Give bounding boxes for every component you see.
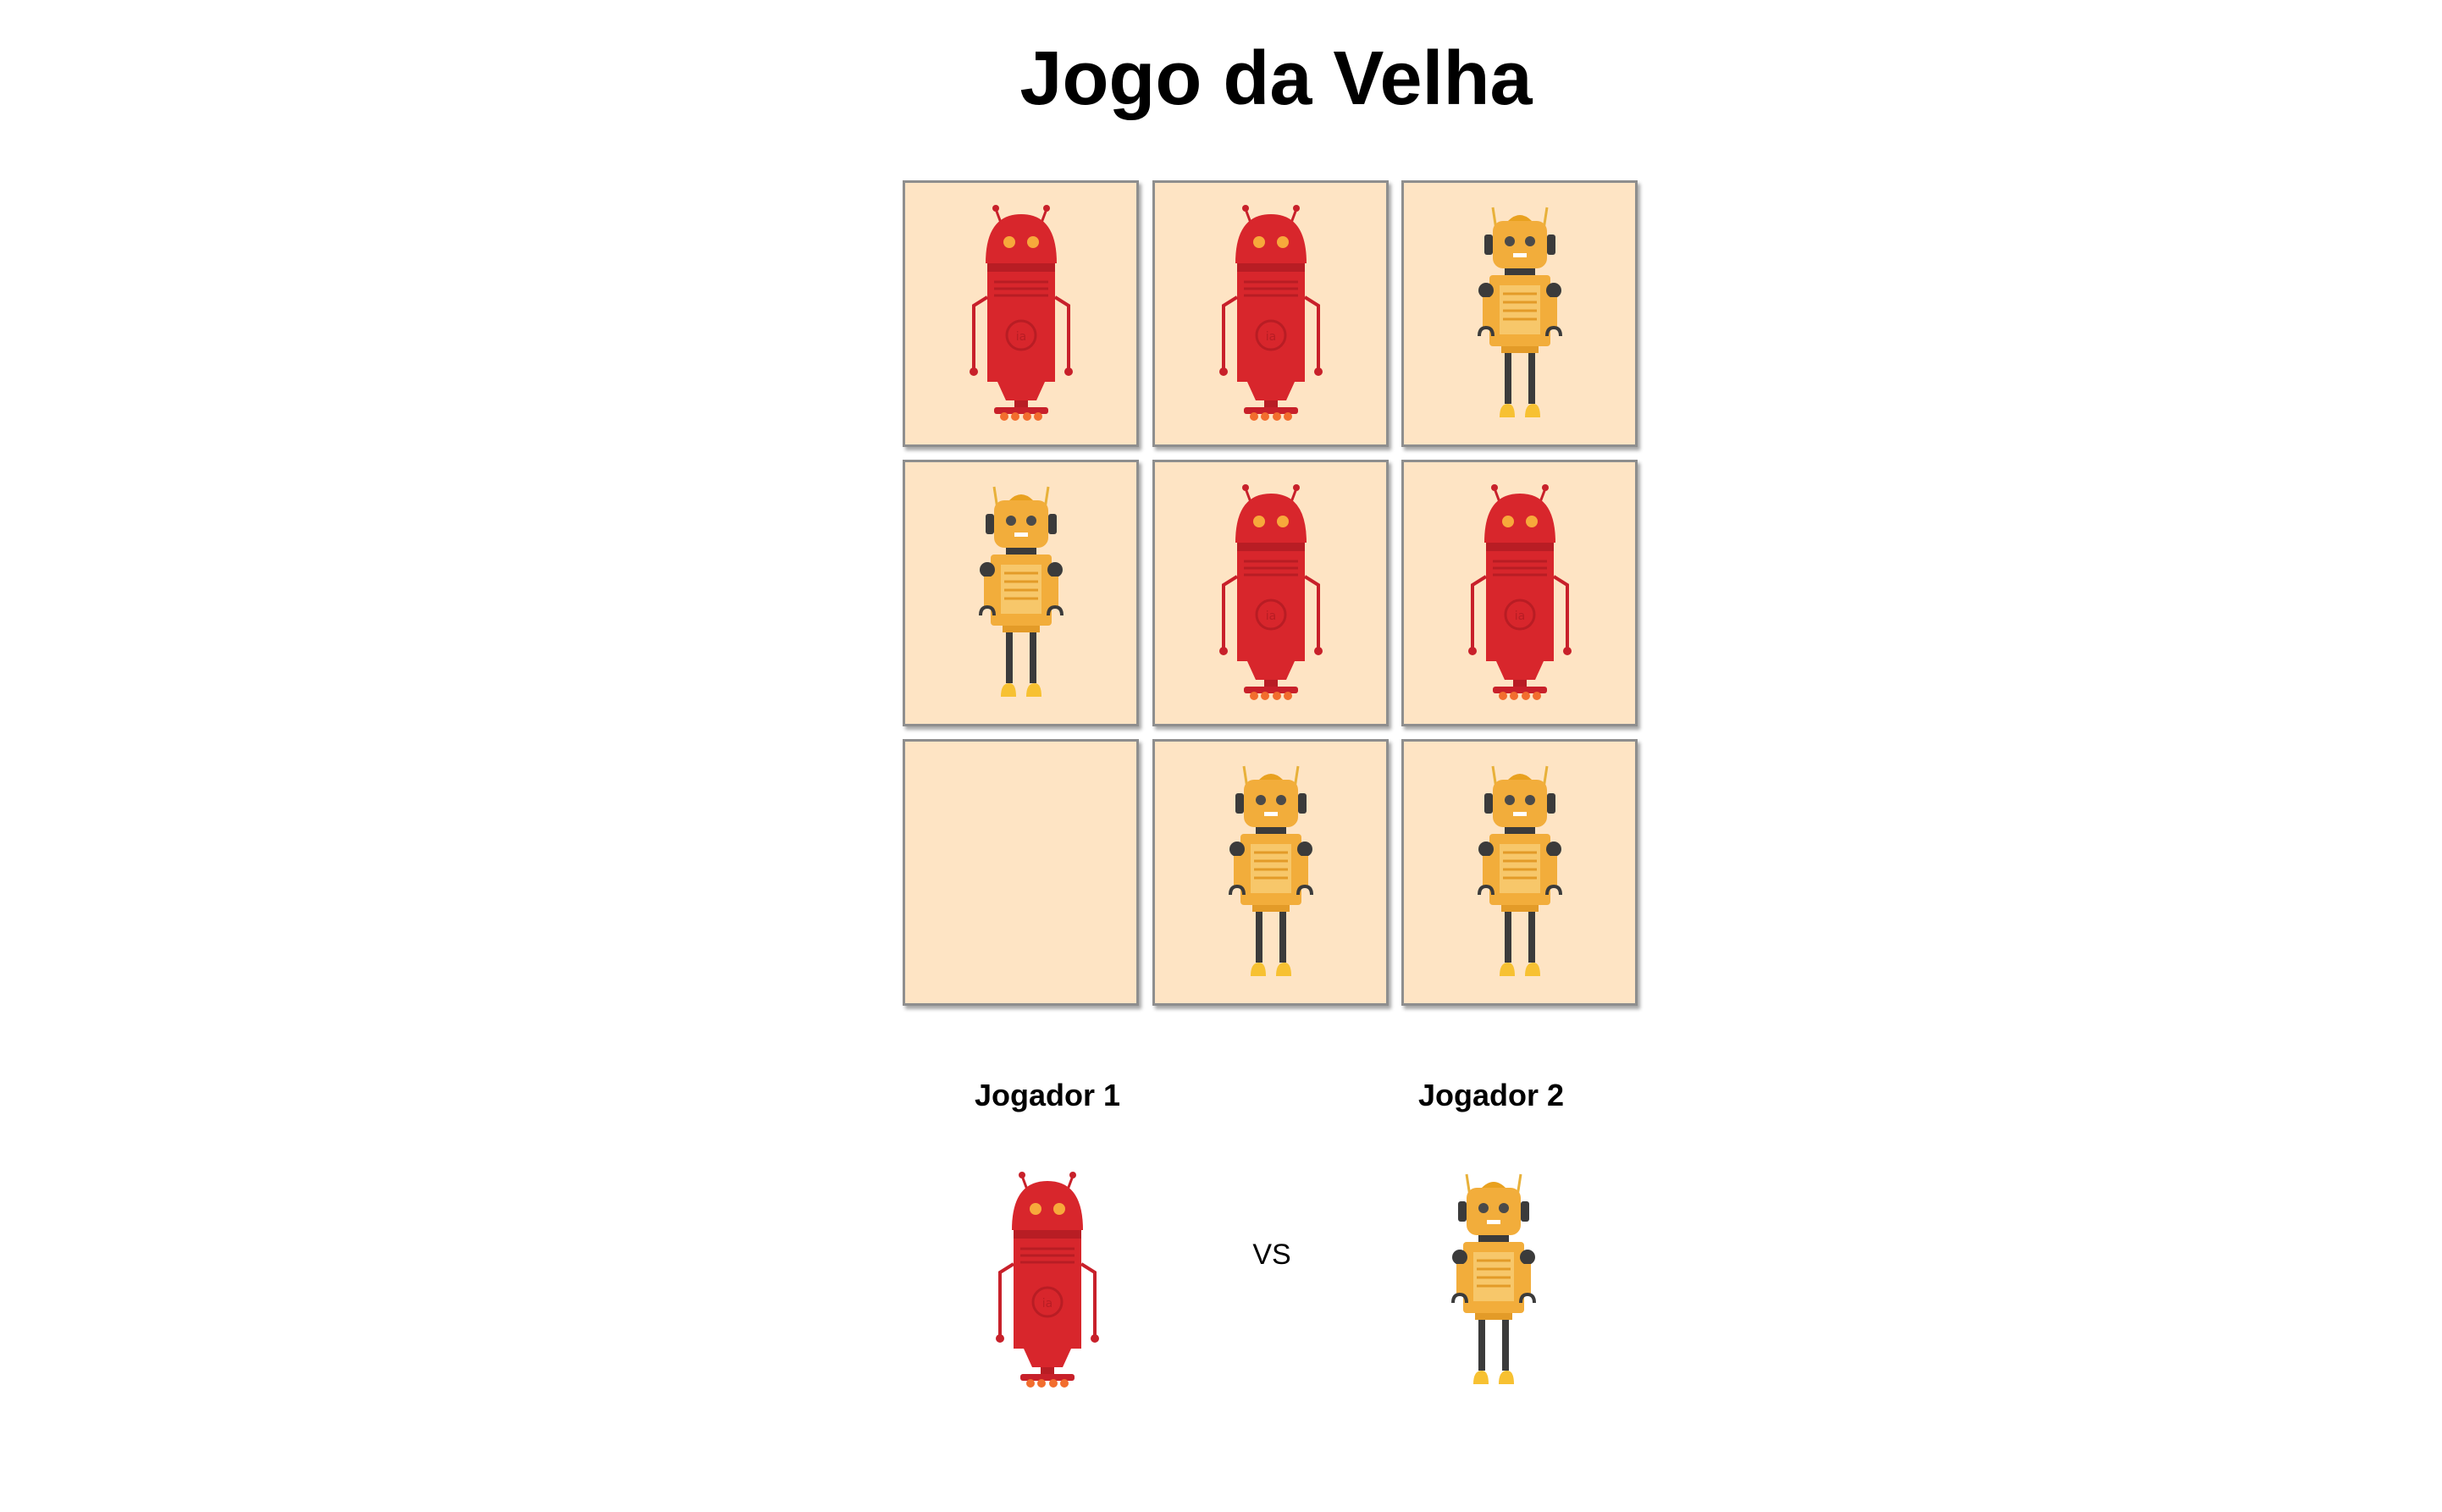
player-2-robot-icon (1434, 1171, 1553, 1395)
svg-text:ia: ia (1042, 1297, 1052, 1311)
board-cell-3[interactable] (1401, 180, 1638, 447)
red-robot-icon: ia (969, 204, 1073, 421)
player-1-robot-icon: ia (988, 1171, 1107, 1395)
page-title: Jogo da Velha (1019, 36, 1533, 121)
game-board: ia ia (903, 180, 1648, 1014)
svg-text:ia: ia (1265, 330, 1275, 344)
board-cell-4[interactable] (903, 460, 1139, 726)
yellow-robot-icon (978, 486, 1064, 697)
player-1-label: Jogador 1 (974, 1078, 1121, 1112)
svg-text:ia: ia (1265, 610, 1275, 623)
vs-label: VS (1252, 1239, 1291, 1271)
red-robot-icon: ia (1467, 483, 1572, 700)
board-cell-5[interactable]: ia (1152, 460, 1389, 726)
board-cell-8[interactable] (1152, 739, 1389, 1006)
svg-text:ia: ia (1015, 330, 1025, 344)
board-cell-6[interactable]: ia (1401, 460, 1638, 726)
yellow-robot-icon (1477, 207, 1562, 417)
red-robot-icon: ia (1218, 204, 1323, 421)
board-cell-7[interactable] (903, 739, 1139, 1006)
board-cell-1[interactable]: ia (903, 180, 1139, 447)
player-2-label: Jogador 2 (1417, 1078, 1565, 1112)
svg-text:ia: ia (1514, 610, 1524, 623)
board-cell-9[interactable] (1401, 739, 1638, 1006)
yellow-robot-icon (1477, 765, 1562, 976)
board-cell-2[interactable]: ia (1152, 180, 1389, 447)
red-robot-icon: ia (1218, 483, 1323, 700)
yellow-robot-icon (1228, 765, 1313, 976)
